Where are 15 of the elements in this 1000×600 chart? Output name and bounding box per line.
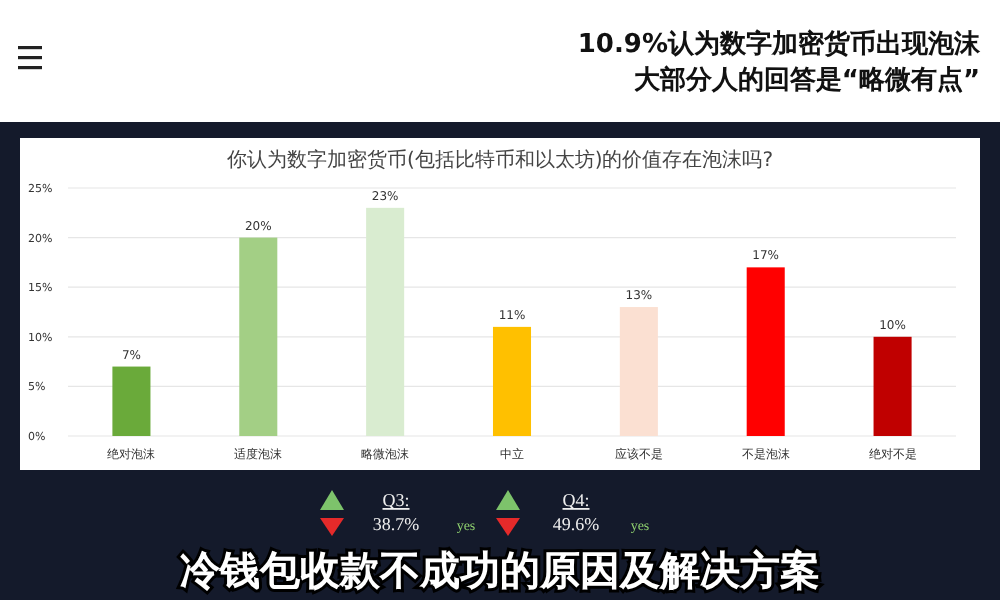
- bar: [619, 307, 658, 436]
- bar: [492, 326, 532, 436]
- text: Q3:: [382, 490, 410, 510]
- bar: [366, 207, 405, 436]
- bar: [239, 237, 278, 436]
- chart-title: 你认为数字加密货币(包括比特币和以太坊)的价值存在泡沫吗?: [226, 148, 774, 172]
- text: 大部分人的回答是“略微有点”: [633, 64, 980, 96]
- text: Q4:: [562, 490, 590, 510]
- bar: [873, 336, 912, 436]
- text: 冷钱包收款不成功的原因及解决方案: [180, 546, 820, 594]
- text: 10.9%认为数字加密货币出现泡沫: [577, 28, 982, 60]
- text: 49.6%: [552, 514, 601, 534]
- bar: [112, 366, 151, 436]
- bar: [746, 267, 785, 436]
- text: 38.7%: [372, 514, 421, 534]
